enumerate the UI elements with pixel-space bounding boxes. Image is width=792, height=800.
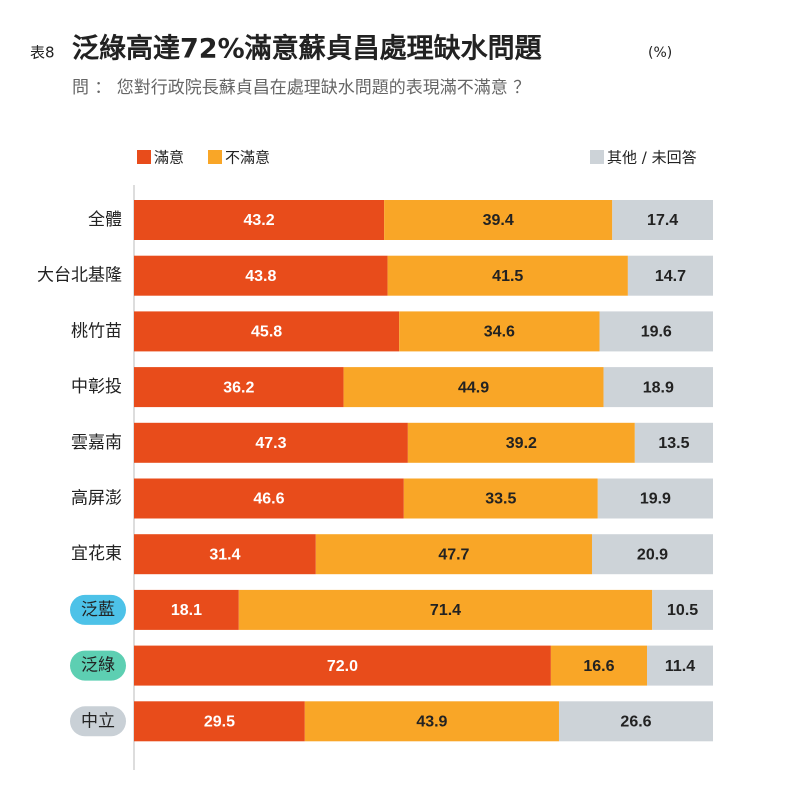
bar-segment (612, 200, 713, 240)
table-label: 表8 (30, 44, 55, 62)
value-label: 34.6 (484, 324, 515, 341)
bar-segment (384, 200, 613, 240)
bar-segment (134, 478, 404, 519)
bar-segment (550, 645, 647, 686)
value-label: 43.9 (416, 714, 447, 731)
bar-segment (403, 478, 598, 519)
legend-label: 其他 / 未回答 (607, 149, 697, 167)
bar-segment (134, 311, 400, 352)
value-label: 17.4 (647, 212, 678, 229)
category-badge (70, 650, 126, 681)
value-label: 41.5 (492, 268, 523, 285)
bar-segment (315, 534, 592, 575)
bar-segment (134, 534, 316, 575)
value-label: 20.9 (637, 546, 668, 563)
value-label: 47.7 (438, 546, 469, 563)
value-label: 18.1 (171, 602, 202, 619)
legend-label: 不滿意 (225, 149, 270, 167)
legend-swatch (137, 150, 151, 164)
bar-segment (134, 701, 305, 742)
value-label: 47.3 (255, 435, 286, 452)
value-label: 71.4 (430, 602, 461, 619)
legend-label: 滿意 (154, 149, 184, 167)
bar-segment (634, 422, 713, 463)
value-label: 33.5 (485, 491, 516, 508)
value-label: 18.9 (643, 379, 674, 396)
bar-segment (134, 422, 408, 463)
chart-title: 泛綠高達72%滿意蘇貞昌處理缺水問題 (72, 33, 543, 65)
value-label: 19.6 (641, 324, 672, 341)
bar-segment (134, 200, 385, 240)
value-label: 45.8 (251, 324, 282, 341)
bar-segment (599, 311, 713, 352)
category-badge (70, 706, 126, 737)
bar-segment (597, 478, 713, 519)
value-label: 31.4 (209, 546, 240, 563)
bar-segment (646, 645, 713, 686)
value-label: 19.9 (640, 491, 671, 508)
category-label: 高屏澎 (71, 489, 122, 509)
bar-segment (134, 645, 551, 686)
bar-segment (627, 255, 713, 296)
bar-segment (558, 701, 713, 742)
value-label: 43.2 (243, 212, 274, 229)
bar-segment (134, 255, 388, 296)
bar-segment (134, 367, 344, 408)
value-label: 13.5 (658, 435, 689, 452)
value-label: 16.6 (583, 658, 614, 675)
bar-segment (407, 422, 635, 463)
bar-segment (652, 589, 713, 630)
category-label: 泛藍 (81, 600, 115, 620)
legend-swatch (590, 150, 604, 164)
category-label: 中立 (81, 711, 115, 731)
bar-segment (343, 367, 604, 408)
legend-swatch (208, 150, 222, 164)
category-label: 泛綠 (81, 656, 115, 676)
category-label: 雲嘉南 (71, 433, 122, 453)
bar-segment (238, 589, 653, 630)
value-label: 44.9 (458, 379, 489, 396)
bar-segment (603, 367, 713, 408)
value-label: 72.0 (327, 658, 358, 675)
bar-segment (387, 255, 628, 296)
bar-segment (304, 701, 559, 742)
category-label: 中彰投 (71, 377, 122, 397)
value-label: 36.2 (223, 379, 254, 396)
value-label: 39.2 (506, 435, 537, 452)
bar-segment (399, 311, 600, 352)
value-label: 43.8 (245, 268, 276, 285)
category-label: 宜花東 (71, 544, 122, 564)
category-label: 桃竹苗 (71, 321, 122, 341)
value-label: 11.4 (665, 658, 695, 675)
unit: (%) (648, 45, 672, 61)
value-label: 39.4 (483, 212, 514, 229)
category-badge (70, 594, 126, 625)
value-label: 29.5 (204, 714, 235, 731)
value-label: 10.5 (667, 602, 698, 619)
subtitle: 問 ： 您對行政院長蘇貞昌在處理缺水問題的表現滿不滿意 ？ (72, 78, 530, 98)
bar-segment (134, 589, 239, 630)
bar-segment (591, 534, 713, 575)
category-label: 全體 (88, 210, 122, 230)
value-label: 46.6 (253, 491, 284, 508)
value-label: 26.6 (620, 714, 651, 731)
category-label: 大台北基隆 (37, 266, 122, 286)
value-label: 14.7 (655, 268, 686, 285)
